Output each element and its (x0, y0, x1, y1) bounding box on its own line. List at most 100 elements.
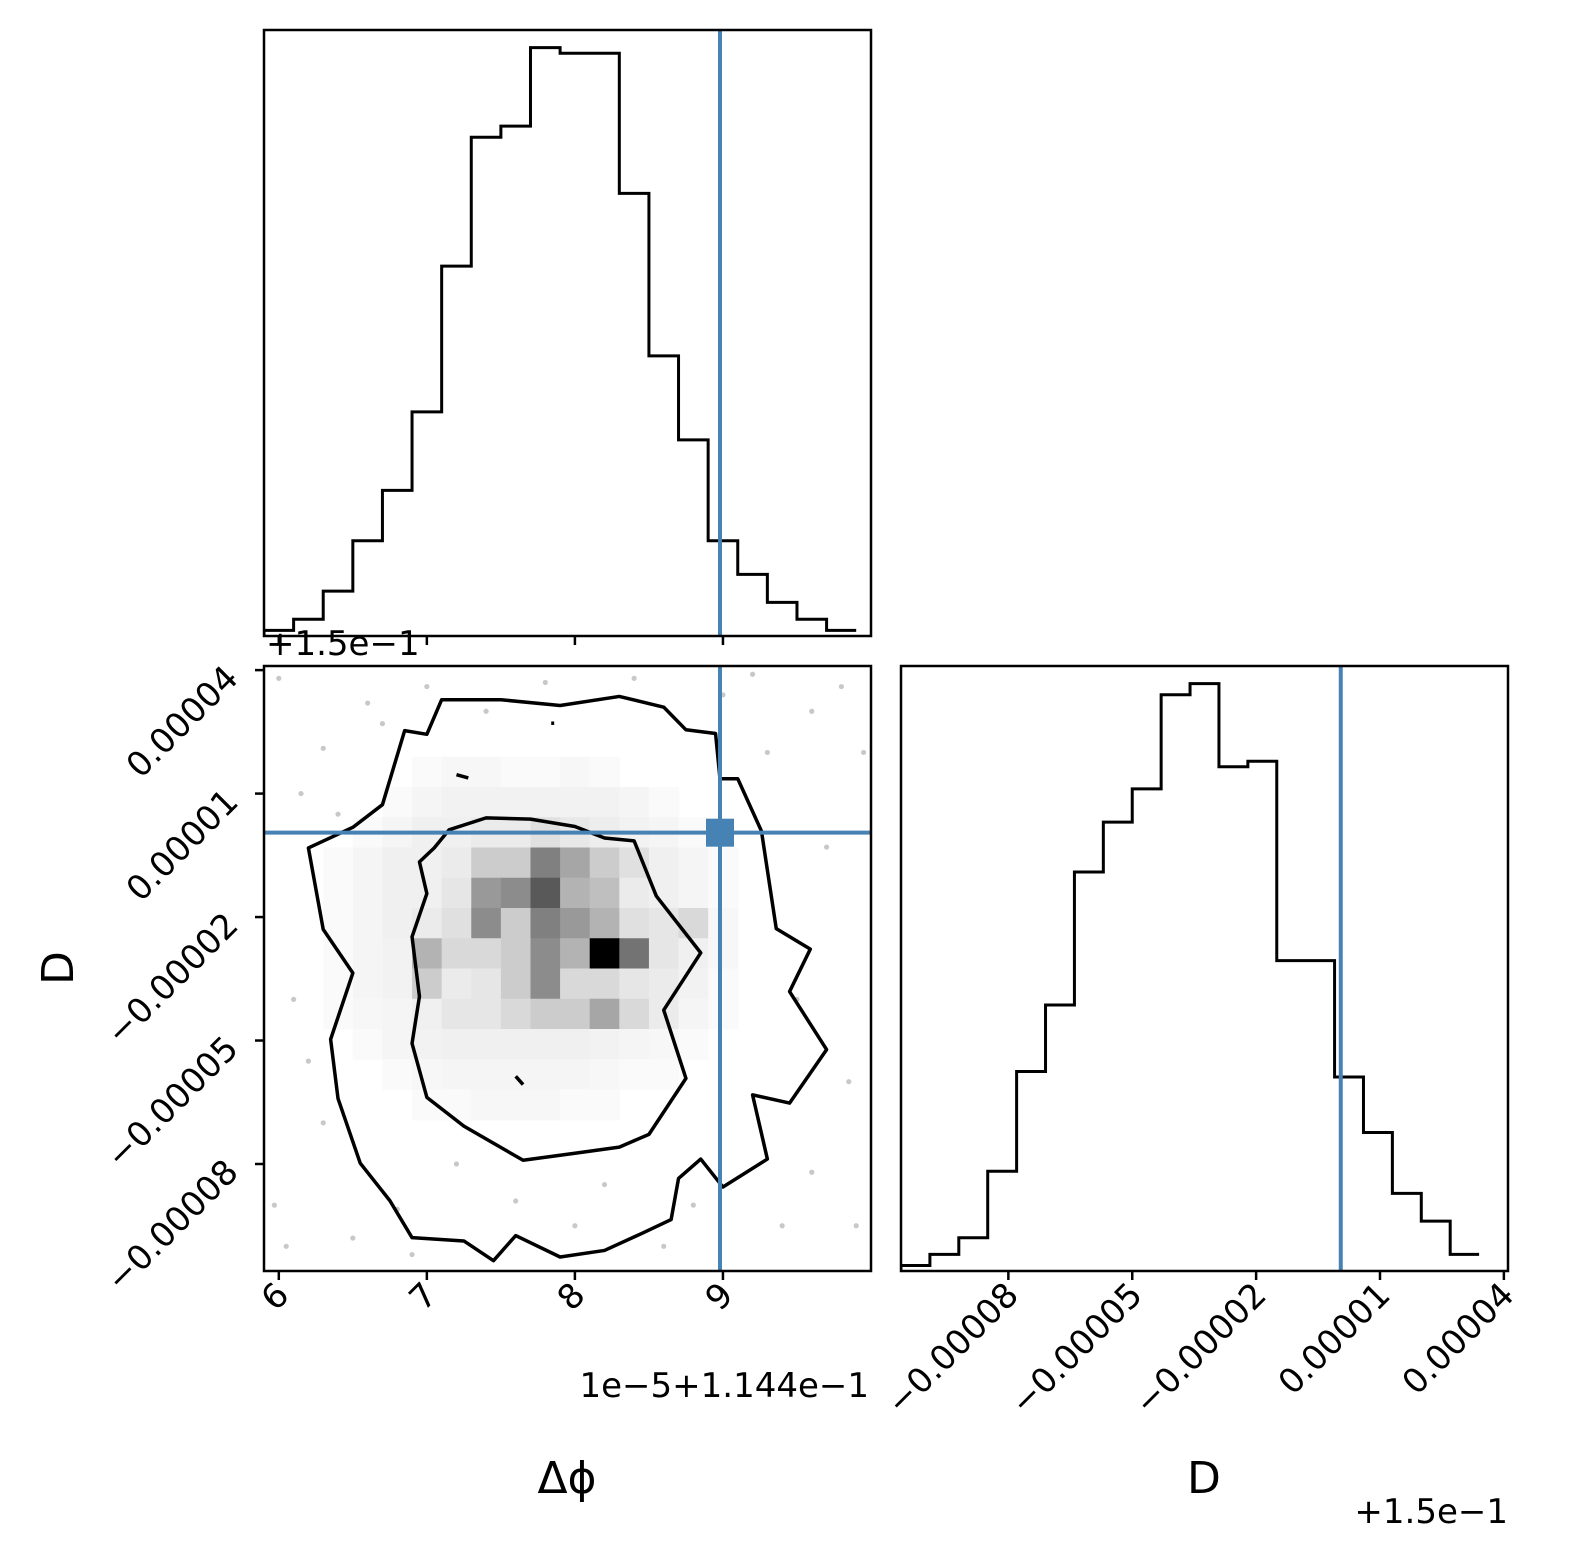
density-cell (471, 787, 502, 818)
scatter-point (631, 675, 637, 681)
density-cell (352, 938, 384, 970)
density-cell (560, 1059, 591, 1091)
contour-island (455, 772, 469, 780)
scatter-points (271, 671, 867, 1258)
dphi-histogram-xticks (277, 636, 725, 645)
density-cell (323, 847, 354, 879)
density-cell (708, 847, 739, 879)
density-cell (678, 908, 709, 939)
scatter-point (350, 1235, 356, 1241)
x-axis-label-d: D (1187, 1453, 1221, 1504)
scatter-point (453, 1161, 460, 1167)
density-cell (471, 756, 502, 788)
density-cell (441, 877, 472, 909)
density-cell (500, 938, 532, 970)
density-cell (530, 787, 561, 818)
scatter-point (335, 811, 341, 817)
density-cell (619, 938, 650, 970)
density-cell (530, 1029, 561, 1060)
contour-outer (306, 694, 829, 1263)
scatter-point (305, 1058, 312, 1064)
density-cell (412, 1029, 443, 1060)
density-cell (648, 847, 680, 879)
density-cell (471, 847, 502, 879)
density-cell (382, 998, 413, 1030)
density-cell (560, 877, 591, 909)
density-cell (589, 847, 620, 879)
scatter-point (601, 1181, 608, 1188)
y-tick-label: 0.00004 (119, 658, 247, 786)
x-tick-label: −0.00005 (1003, 1275, 1151, 1423)
density-cell (471, 938, 502, 970)
density-cell (530, 1059, 561, 1091)
scatter-point (320, 745, 326, 751)
density-cell (441, 938, 472, 970)
density-cell (589, 1089, 620, 1121)
density-cell (352, 877, 384, 909)
density-cell (619, 787, 650, 818)
x-tick-label: 9 (698, 1275, 742, 1319)
scatter-point (320, 1120, 326, 1126)
y-axis-label-d: D (33, 951, 84, 985)
scatter-point (409, 1251, 415, 1258)
x-tick-label: −0.00008 (879, 1275, 1027, 1423)
density-cell (678, 1029, 709, 1060)
density-cell (441, 787, 472, 818)
density-cell (382, 1029, 413, 1060)
density-cell (708, 877, 739, 909)
density-cell (589, 968, 620, 1000)
scatter-point (838, 683, 844, 690)
density-cell (560, 1089, 591, 1121)
scatter-point (749, 671, 756, 677)
density-cell (471, 908, 502, 939)
density-cell (648, 787, 680, 818)
density-cell (589, 787, 620, 818)
density-cell (412, 847, 443, 879)
x-tick-label: 0.00004 (1395, 1275, 1523, 1403)
scatter-point (661, 1243, 667, 1249)
density-cell (648, 938, 680, 970)
x-tick-label: 7 (402, 1275, 446, 1319)
joint-frame (262, 664, 873, 1273)
scatter-point (291, 996, 297, 1002)
density-cell (352, 968, 384, 1000)
scatter-point (271, 1202, 277, 1208)
d-histogram-frame (899, 664, 1510, 1273)
joint-xticks: 6 7 8 9 (254, 1271, 742, 1319)
density-cell (382, 908, 413, 939)
density-cell (708, 968, 739, 1000)
density-cell (441, 908, 472, 939)
x-tick-label: −0.00002 (1127, 1275, 1275, 1423)
density-cell (500, 756, 532, 788)
density-cell (352, 908, 384, 939)
joint-truth-marker (705, 818, 734, 847)
dphi-histogram-steps (264, 46, 857, 636)
d-x-offset-text: +1.5e−1 (1354, 1492, 1508, 1532)
density-cell (530, 908, 561, 939)
density-cell (589, 756, 620, 788)
density-cell (471, 1059, 502, 1091)
scatter-point (298, 790, 304, 797)
density-cell (589, 877, 620, 909)
density-cell (530, 998, 561, 1030)
density-cell (619, 998, 650, 1030)
density-cell (471, 1089, 502, 1121)
scatter-point (572, 1223, 578, 1229)
scatter-point (860, 749, 867, 756)
density-cell (560, 756, 591, 788)
density-cell (560, 1029, 591, 1060)
y-tick-label: 0.00001 (119, 782, 247, 910)
density-cell (678, 877, 709, 909)
density-cell (352, 847, 384, 879)
density-cell (560, 908, 591, 939)
density-cell (619, 847, 650, 879)
density-cell (500, 1089, 532, 1121)
density-cell (441, 1059, 472, 1091)
density-cell (560, 847, 591, 879)
density-cell (441, 756, 472, 788)
density-cell (412, 756, 443, 788)
density-cell (352, 998, 384, 1030)
